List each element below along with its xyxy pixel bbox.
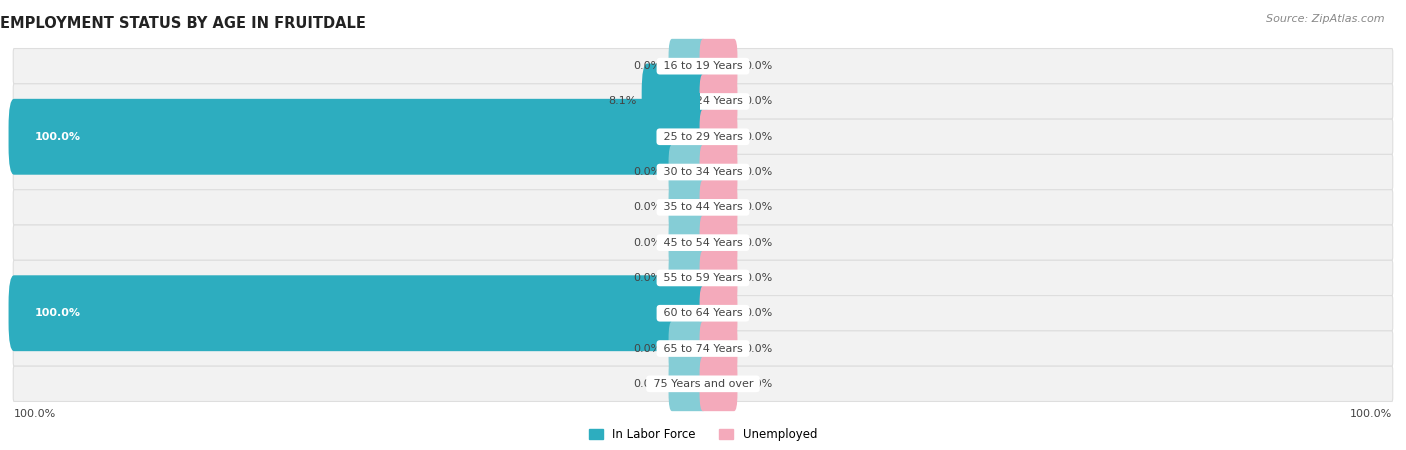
Text: 75 Years and over: 75 Years and over (650, 379, 756, 389)
Text: 0.0%: 0.0% (634, 379, 662, 389)
FancyBboxPatch shape (700, 39, 738, 94)
Text: 100.0%: 100.0% (35, 132, 80, 142)
FancyBboxPatch shape (641, 63, 709, 140)
Text: 0.0%: 0.0% (744, 379, 772, 389)
Text: 0.0%: 0.0% (744, 343, 772, 354)
Text: 0.0%: 0.0% (634, 61, 662, 71)
Text: 100.0%: 100.0% (1350, 409, 1392, 419)
FancyBboxPatch shape (700, 109, 738, 164)
Text: 35 to 44 Years: 35 to 44 Years (659, 202, 747, 212)
FancyBboxPatch shape (651, 93, 700, 110)
Text: 20 to 24 Years: 20 to 24 Years (659, 96, 747, 107)
FancyBboxPatch shape (669, 356, 706, 411)
Text: 0.0%: 0.0% (744, 238, 772, 248)
FancyBboxPatch shape (700, 286, 738, 341)
FancyBboxPatch shape (669, 215, 706, 270)
Text: 45 to 54 Years: 45 to 54 Years (659, 238, 747, 248)
FancyBboxPatch shape (8, 99, 709, 175)
FancyBboxPatch shape (13, 84, 1393, 119)
FancyBboxPatch shape (700, 74, 738, 129)
Text: 65 to 74 Years: 65 to 74 Years (659, 343, 747, 354)
Text: 0.0%: 0.0% (634, 343, 662, 354)
Text: EMPLOYMENT STATUS BY AGE IN FRUITDALE: EMPLOYMENT STATUS BY AGE IN FRUITDALE (0, 16, 366, 31)
FancyBboxPatch shape (13, 260, 1393, 296)
Text: 0.0%: 0.0% (744, 167, 772, 177)
FancyBboxPatch shape (13, 154, 1393, 190)
Text: 0.0%: 0.0% (634, 273, 662, 283)
FancyBboxPatch shape (13, 119, 1393, 154)
Text: 30 to 34 Years: 30 to 34 Years (659, 167, 747, 177)
Text: 0.0%: 0.0% (744, 132, 772, 142)
Text: 0.0%: 0.0% (744, 308, 772, 318)
Text: 0.0%: 0.0% (634, 238, 662, 248)
Text: 0.0%: 0.0% (634, 167, 662, 177)
Text: 60 to 64 Years: 60 to 64 Years (659, 308, 747, 318)
FancyBboxPatch shape (8, 275, 709, 351)
Text: 8.1%: 8.1% (609, 96, 637, 107)
FancyBboxPatch shape (700, 215, 738, 270)
Text: 55 to 59 Years: 55 to 59 Years (659, 273, 747, 283)
FancyBboxPatch shape (669, 180, 706, 235)
FancyBboxPatch shape (669, 39, 706, 94)
Text: 16 to 19 Years: 16 to 19 Years (659, 61, 747, 71)
Legend: In Labor Force, Unemployed: In Labor Force, Unemployed (583, 423, 823, 446)
FancyBboxPatch shape (13, 49, 1393, 84)
FancyBboxPatch shape (669, 321, 706, 376)
Text: 100.0%: 100.0% (14, 409, 56, 419)
FancyBboxPatch shape (700, 321, 738, 376)
FancyBboxPatch shape (13, 225, 1393, 260)
FancyBboxPatch shape (13, 296, 1393, 331)
Text: 0.0%: 0.0% (744, 202, 772, 212)
FancyBboxPatch shape (13, 331, 1393, 366)
FancyBboxPatch shape (13, 366, 1393, 401)
Text: 0.0%: 0.0% (744, 273, 772, 283)
FancyBboxPatch shape (669, 145, 706, 199)
Text: 100.0%: 100.0% (35, 308, 80, 318)
Text: 0.0%: 0.0% (634, 202, 662, 212)
Text: 8.1%: 8.1% (668, 96, 699, 107)
FancyBboxPatch shape (700, 251, 738, 305)
Text: 0.0%: 0.0% (744, 96, 772, 107)
FancyBboxPatch shape (700, 180, 738, 235)
FancyBboxPatch shape (700, 145, 738, 199)
Text: 25 to 29 Years: 25 to 29 Years (659, 132, 747, 142)
FancyBboxPatch shape (669, 251, 706, 305)
FancyBboxPatch shape (13, 190, 1393, 225)
Text: 0.0%: 0.0% (744, 61, 772, 71)
FancyBboxPatch shape (700, 356, 738, 411)
Text: Source: ZipAtlas.com: Source: ZipAtlas.com (1267, 14, 1385, 23)
